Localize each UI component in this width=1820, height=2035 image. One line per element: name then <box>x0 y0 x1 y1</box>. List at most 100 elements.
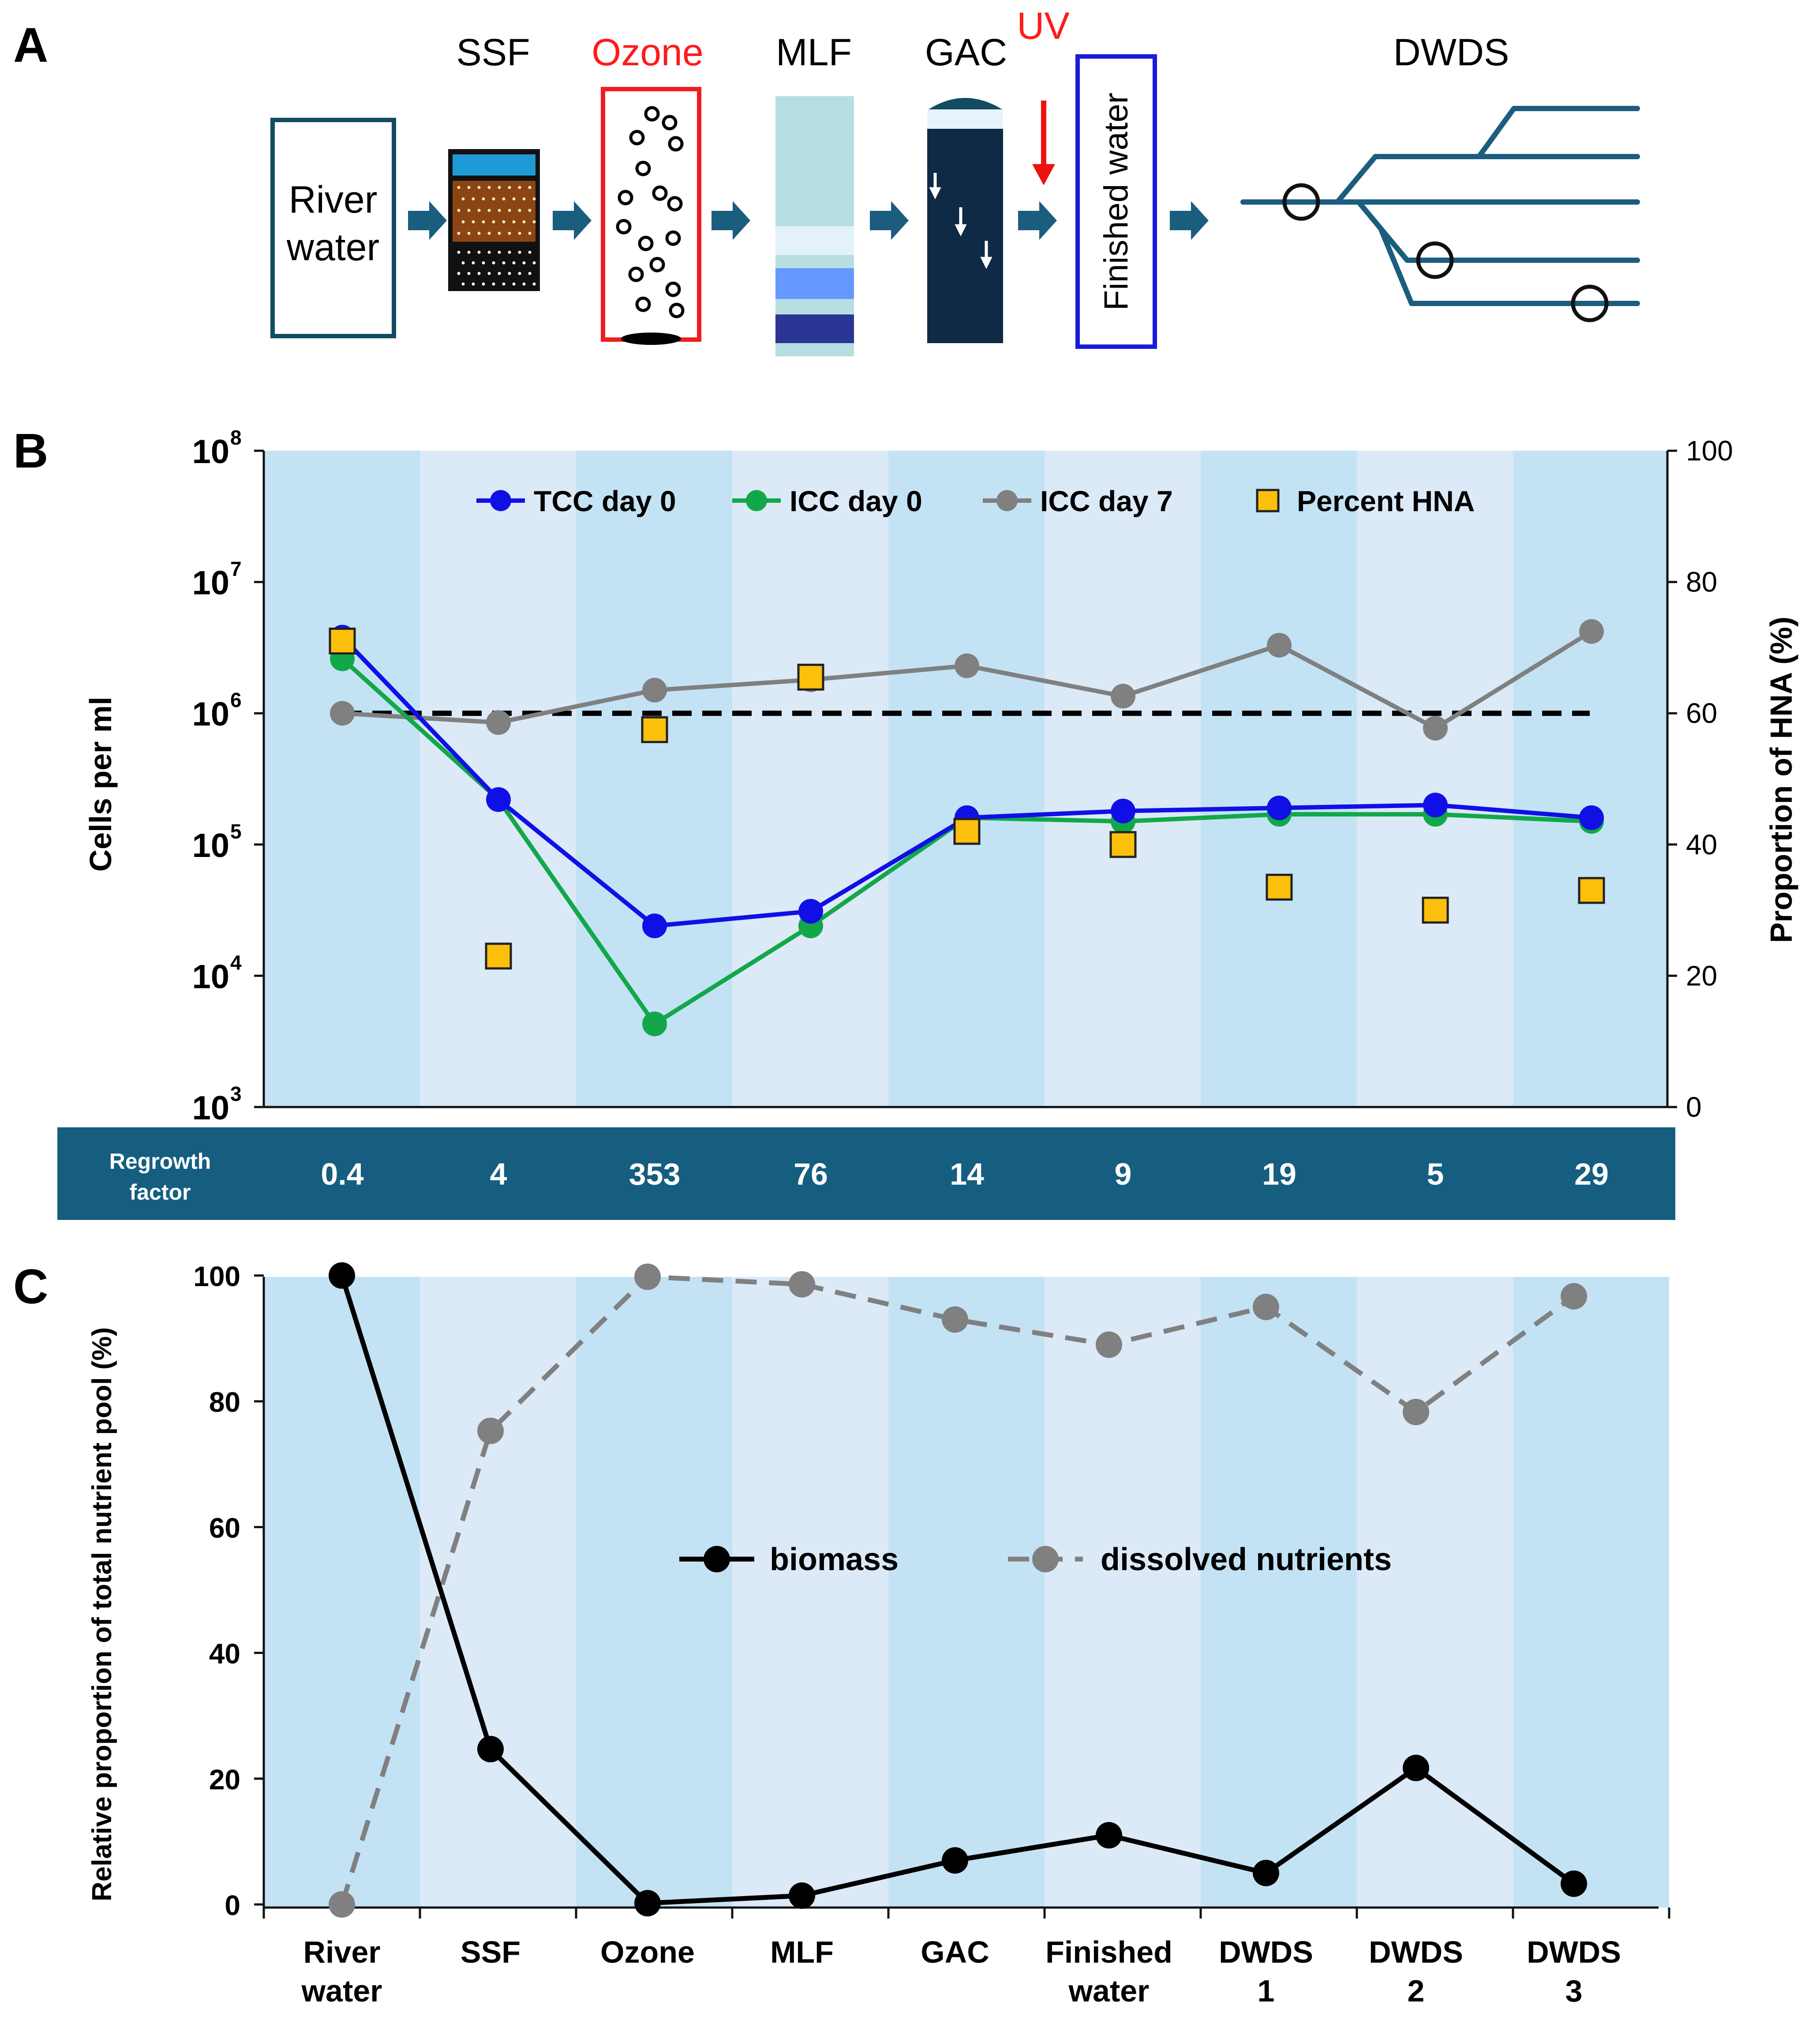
mlf-label: MLF <box>776 31 852 74</box>
mlf-filter-icon <box>775 96 854 356</box>
regrowth-factor-value: 29 <box>1574 1157 1609 1191</box>
flow-arrow-icon <box>553 201 592 240</box>
point-icc-day-7 <box>955 653 979 678</box>
panel-c-x-tick-label: 3 <box>1565 1974 1583 2008</box>
panel-c-y-tick-label: 80 <box>209 1386 240 1418</box>
point-percent-hna <box>1578 877 1605 904</box>
panel-c-category-band <box>1357 1277 1513 1908</box>
panel-b-left-tick-exponent: 8 <box>230 426 242 449</box>
panel-b-right-tick-label: 40 <box>1686 829 1717 860</box>
panel-c-x-tick-label: MLF <box>770 1935 834 1969</box>
panel-b-y2-axis-title: Proportion of HNA (%) <box>1764 617 1798 943</box>
panel-c-category-band <box>1045 1277 1201 1908</box>
regrowth-factor-value: 14 <box>950 1157 984 1191</box>
panel-b-left-tick-exponent: 3 <box>230 1082 242 1105</box>
panel-b-left-tick-label: 10 <box>192 827 229 864</box>
point-biomass <box>634 1890 661 1917</box>
panel-c-letter: C <box>13 1260 48 1314</box>
regrowth-factor-value: 4 <box>490 1157 507 1191</box>
legend-marker-biomass <box>704 1546 730 1572</box>
point-dissolved-nutrients <box>1403 1399 1429 1425</box>
panel-a: A River water SSF Ozone MLF <box>13 5 1640 356</box>
panel-c-x-tick-label: SSF <box>461 1935 521 1969</box>
legend-label-percent-hna: Percent HNA <box>1297 485 1475 517</box>
panel-b-category-band <box>1357 451 1513 1107</box>
panel-c-y-tick-label: 100 <box>193 1261 240 1292</box>
panel-b-right-tick-label: 100 <box>1686 435 1733 467</box>
panel-b-category-band <box>576 451 732 1107</box>
flow-arrow-icon <box>1170 201 1209 240</box>
panel-c-x-tick-label: DWDS <box>1527 1935 1621 1969</box>
panel-b-left-tick-label: 10 <box>192 958 229 995</box>
flow-arrow-icon <box>712 201 750 240</box>
panel-b-left-tick-exponent: 4 <box>230 951 242 974</box>
river-water-label-line2: water <box>286 226 379 269</box>
ssf-label: SSF <box>456 31 530 74</box>
panel-c-category-band <box>888 1277 1045 1908</box>
point-percent-hna <box>485 943 512 970</box>
point-percent-hna <box>797 663 824 691</box>
legend-marker-icc-day-0 <box>746 490 767 511</box>
panel-c-category-band <box>732 1277 888 1908</box>
panel-b-category-band <box>732 451 888 1107</box>
point-biomass <box>1403 1754 1429 1781</box>
panel-b-left-tick-label: 10 <box>192 696 229 733</box>
point-icc-day-7 <box>486 710 511 735</box>
point-icc-day-7 <box>1423 715 1448 741</box>
point-tcc-day-0 <box>798 899 823 924</box>
legend-label-tcc-day-0: TCC day 0 <box>534 485 676 517</box>
panel-c-category-band <box>576 1277 732 1908</box>
point-dissolved-nutrients <box>942 1306 968 1333</box>
point-biomass <box>1561 1870 1587 1897</box>
point-percent-hna <box>329 628 356 655</box>
panel-c-category-band <box>1513 1277 1669 1908</box>
ozone-bubbles-icon <box>601 87 701 345</box>
panel-b-y-axis-title: Cells per ml <box>83 697 118 872</box>
panel-c-x-tick-label: Finished <box>1045 1935 1172 1969</box>
panel-b-category-band <box>1201 451 1357 1107</box>
point-percent-hna <box>1109 831 1137 858</box>
gac-filter-icon <box>927 98 1003 343</box>
point-tcc-day-0 <box>642 913 667 939</box>
point-dissolved-nutrients <box>477 1418 504 1444</box>
panel-b-right-tick-label: 80 <box>1686 566 1717 598</box>
regrowth-label-line1: Regrowth <box>109 1149 211 1174</box>
point-tcc-day-0 <box>1267 795 1292 820</box>
gac-label: GAC <box>925 31 1007 74</box>
point-icc-day-7 <box>330 701 355 726</box>
point-icc-day-7 <box>642 677 667 703</box>
legend-label-icc-day-0: ICC day 0 <box>790 485 922 517</box>
panel-c-x-tick-label: GAC <box>921 1935 989 1969</box>
point-tcc-day-0 <box>486 787 511 812</box>
panel-c-category-band <box>420 1277 576 1908</box>
point-dissolved-nutrients <box>789 1271 815 1298</box>
point-biomass <box>329 1262 355 1289</box>
point-biomass <box>942 1847 968 1874</box>
panel-b-letter: B <box>13 424 48 478</box>
regrowth-label-line2: factor <box>130 1180 191 1205</box>
regrowth-factor-value: 19 <box>1262 1157 1296 1191</box>
panel-c: C 0 20 40 60 80 100 River water SSF Ozone MLF GAC Fi… <box>13 1260 1670 2008</box>
point-icc-day-0 <box>642 1011 667 1036</box>
river-water-label-line1: River <box>289 179 378 221</box>
regrowth-factor-value: 5 <box>1427 1157 1444 1191</box>
legend-marker-icc-day-7 <box>996 490 1018 511</box>
legend-label-biomass: biomass <box>770 1542 899 1577</box>
point-dissolved-nutrients <box>1561 1283 1587 1310</box>
ozone-label: Ozone <box>592 31 703 74</box>
regrowth-factor-value: 353 <box>629 1157 681 1191</box>
panel-c-x-tick-label: 2 <box>1408 1974 1425 2008</box>
panel-c-x-tick-label: Ozone <box>600 1935 695 1969</box>
point-icc-day-7 <box>1579 619 1604 644</box>
flow-arrow-icon <box>408 201 447 240</box>
panel-c-x-tick-label: DWDS <box>1369 1935 1463 1969</box>
point-percent-hna <box>1266 874 1293 901</box>
finished-water-label: Finished water <box>1097 93 1135 310</box>
panel-b-right-tick-label: 0 <box>1686 1091 1702 1123</box>
point-biomass <box>1096 1822 1122 1849</box>
point-biomass <box>1253 1859 1279 1886</box>
legend-marker-percent-hna <box>1256 489 1280 512</box>
panel-c-x-tick-label: water <box>1068 1974 1150 2008</box>
